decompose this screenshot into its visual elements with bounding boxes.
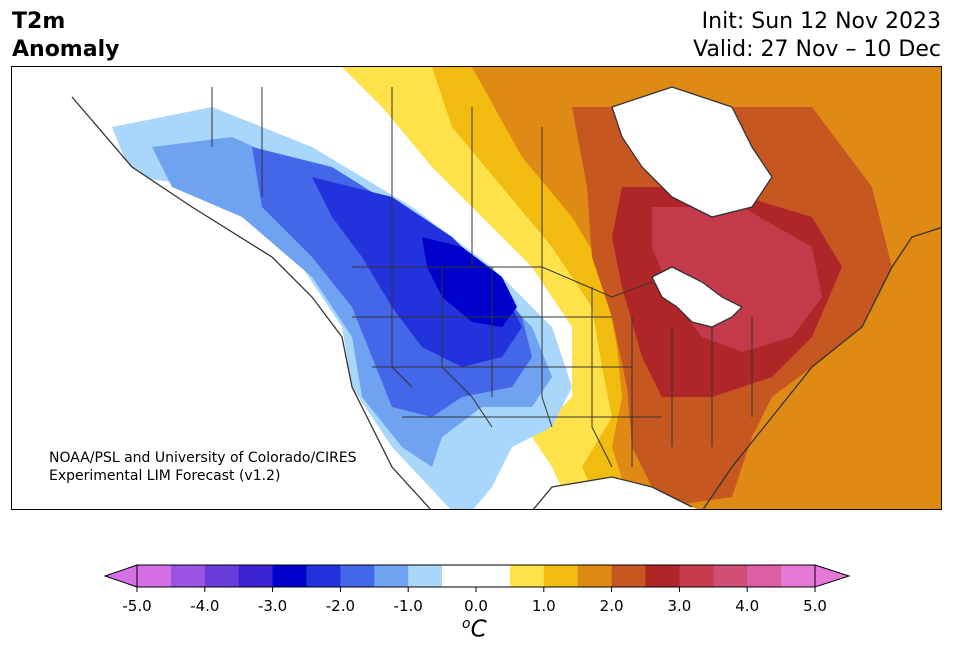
colorbar-cell: [238, 565, 274, 587]
colorbar-tick-label: -2.0: [325, 597, 356, 615]
coastline: [71, 86, 941, 509]
colorbar-cell: [679, 565, 714, 587]
colorbar-cell: [408, 565, 443, 587]
colorbar-tick-label: -5.0: [122, 597, 152, 615]
colorbar-cell: [137, 565, 172, 587]
colorbar-cell: [577, 565, 613, 587]
colorbar-tick-label: -3.0: [257, 597, 288, 615]
great-lakes: [652, 267, 742, 327]
credit-line-1: NOAA/PSL and University of Colorado/CIRE…: [49, 450, 357, 466]
colorbar-tick-label: 1.0: [531, 597, 556, 615]
colorbar-tick-label: 3.0: [667, 597, 692, 615]
colorbar-tick-label: -1.0: [393, 597, 423, 615]
colorbar-tick-label: 5.0: [803, 597, 827, 615]
units-superscript: o: [462, 616, 471, 632]
colorbar-cell: [272, 565, 307, 587]
colorbar-left-arrow: [103, 564, 138, 588]
init-date: Init: Sun 12 Nov 2023: [701, 9, 941, 34]
colorbar-cell: [713, 565, 748, 587]
colorbar-cell: [781, 565, 816, 587]
colorbar-cell: [476, 565, 511, 587]
colorbar-cell: [611, 565, 646, 587]
title-line-1: T2m: [12, 9, 66, 34]
hudson-bay: [612, 87, 772, 217]
units-base: C: [470, 616, 487, 643]
map-title: T2m Anomaly: [12, 8, 119, 64]
colorbar-units: oC: [462, 616, 487, 643]
colorbar-cell: [374, 565, 409, 587]
colorbar-cell: [204, 565, 240, 587]
colorbar-cell: [645, 565, 680, 587]
forecast-dates: Init: Sun 12 Nov 2023 Valid: 27 Nov – 10…: [693, 8, 941, 64]
colorbar-cell: [170, 565, 206, 587]
colorbar-cell: [543, 565, 579, 587]
title-line-2: Anomaly: [12, 37, 120, 62]
colorbar-right-arrow: [814, 564, 851, 588]
colorbar-tick-label: -4.0: [190, 597, 220, 615]
colorbar-tick-label: 0.0: [464, 597, 488, 615]
map-svg: [12, 67, 941, 509]
anomaly-map: [11, 66, 942, 510]
pacific: [12, 97, 431, 509]
gulf: [533, 477, 697, 509]
colorbar-cell: [306, 565, 341, 587]
credit-line-2: Experimental LIM Forecast (v1.2): [49, 468, 281, 484]
colorbar-cell: [747, 565, 782, 587]
colorbar-cell: [340, 565, 375, 587]
valid-date: Valid: 27 Nov – 10 Dec: [693, 37, 941, 62]
credit-text: NOAA/PSL and University of Colorado/CIRE…: [49, 449, 357, 485]
colorbar-tick-label: 2.0: [599, 597, 624, 615]
colorbar-cell: [509, 565, 545, 587]
colorbar-tick-label: 4.0: [735, 597, 760, 615]
colorbar-cell: [442, 565, 477, 587]
borders: [211, 87, 753, 468]
blue4-region: [422, 237, 517, 327]
